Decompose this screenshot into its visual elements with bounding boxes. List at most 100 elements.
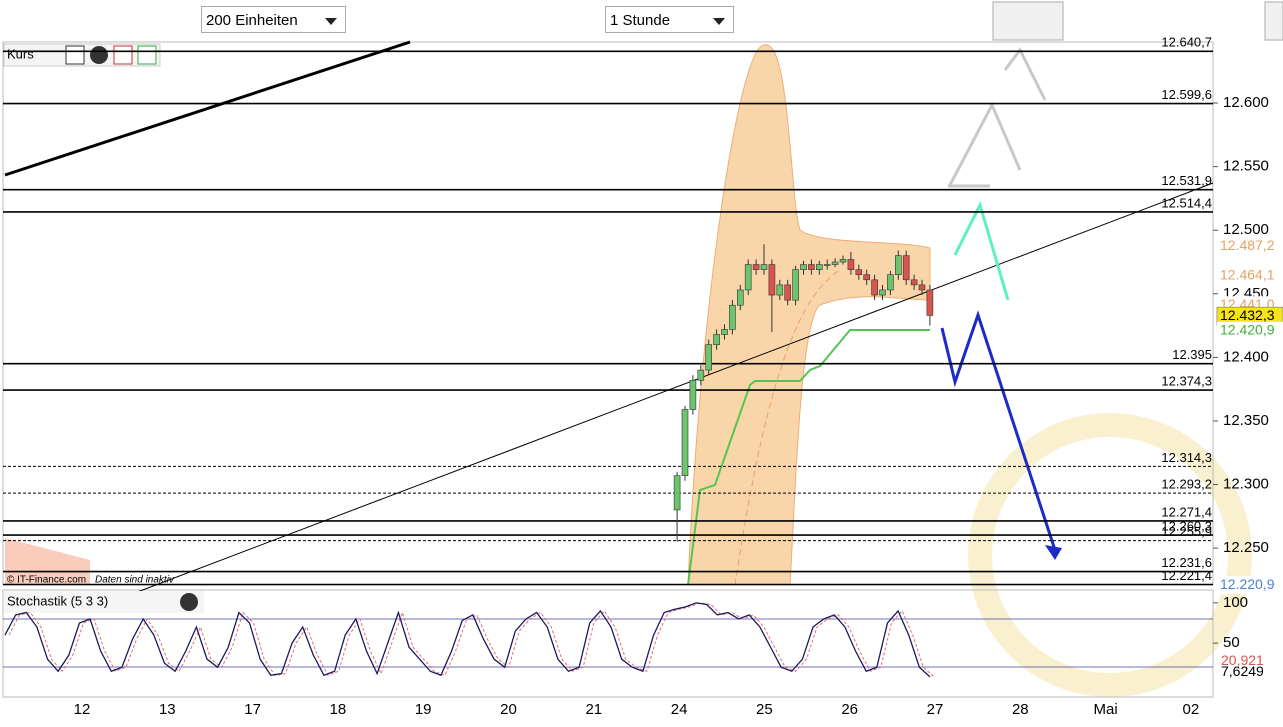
interval-dropdown[interactable]: 1 Stunde xyxy=(605,6,734,33)
watermark xyxy=(968,413,1252,697)
level-label: 12.599,6 xyxy=(1161,87,1212,102)
tool-button[interactable] xyxy=(1264,1,1283,41)
panel-title: Kurs xyxy=(7,46,34,61)
y-tick-label: 12.250 xyxy=(1223,539,1269,556)
x-tick-label: Mai xyxy=(1094,701,1118,718)
level-label: 12.374,3 xyxy=(1161,373,1212,388)
candle-body xyxy=(744,264,752,291)
icon[interactable] xyxy=(137,45,157,65)
area xyxy=(5,538,90,585)
candle-body xyxy=(721,329,728,335)
level-label: 12.231,6 xyxy=(1161,555,1212,570)
level-label: 12.640,7 xyxy=(1161,35,1212,50)
candle-body xyxy=(760,264,768,270)
level-label: 12.255,9 xyxy=(1161,524,1212,539)
candle-body xyxy=(776,284,784,296)
candle-body xyxy=(800,264,807,270)
price-tag-label: 12.464,1 xyxy=(1220,267,1275,283)
x-tick-label: 27 xyxy=(927,701,944,718)
price-tag-label: 12.420,9 xyxy=(1220,321,1275,337)
level-label: 12.514,4 xyxy=(1161,195,1212,210)
x-tick-label: 12 xyxy=(74,701,91,718)
stoch-tick-label: 50 xyxy=(1223,634,1240,651)
trailing-stop xyxy=(687,329,930,586)
candle-body xyxy=(831,261,839,265)
candle-body xyxy=(863,274,871,281)
arrow-blue xyxy=(940,310,1057,551)
x-tick-label: 24 xyxy=(671,701,688,718)
candle-body xyxy=(768,264,776,296)
candle-body xyxy=(894,255,902,276)
trend-line xyxy=(4,40,411,177)
stoch-value-label: 20,921 xyxy=(1221,652,1264,668)
x-tick-label: 26 xyxy=(841,701,858,718)
candle-body xyxy=(689,379,697,410)
arrow-teal xyxy=(953,200,1010,301)
candle-body xyxy=(887,274,894,291)
candle-body xyxy=(808,264,815,270)
price-tag xyxy=(1217,576,1283,595)
x-tick-label: 19 xyxy=(415,701,432,718)
trend-line xyxy=(89,182,1214,611)
band-mid xyxy=(734,269,841,586)
candle-body xyxy=(784,284,792,301)
candle-body xyxy=(855,269,863,276)
bollinger-band xyxy=(687,44,931,586)
candle-body xyxy=(902,255,910,281)
candle-body xyxy=(918,284,926,291)
y-tick-label: 12.400 xyxy=(1223,348,1269,365)
icon[interactable] xyxy=(65,45,85,65)
candle-body xyxy=(879,289,886,296)
stoch-tick-label: 100 xyxy=(1223,594,1248,611)
candle-body xyxy=(736,289,744,306)
y-tick-label: 12.600 xyxy=(1223,94,1269,111)
x-tick-label: 02 xyxy=(1183,701,1200,718)
candle-body xyxy=(792,269,799,301)
level-label: 12.271,4 xyxy=(1161,504,1212,519)
stoch-line xyxy=(4,602,931,678)
x-tick-label: 21 xyxy=(585,701,602,718)
candle-body xyxy=(729,304,736,330)
price-tag-label: 12.432,3 xyxy=(1220,307,1275,323)
copyright: © IT-Finance.com xyxy=(7,575,86,586)
price-tag-label: 12.220,9 xyxy=(1220,576,1275,592)
candle-body xyxy=(815,264,823,270)
candle-body xyxy=(752,264,760,270)
y-tick-label: 12.500 xyxy=(1223,221,1269,238)
candle-body xyxy=(673,475,681,511)
panel-header xyxy=(4,591,204,613)
stoch-value-label: 7,6249 xyxy=(1221,663,1264,679)
arrow-grey xyxy=(948,101,1022,186)
tool-button[interactable] xyxy=(992,1,1064,41)
price-tag xyxy=(1217,321,1283,340)
stoch-signal xyxy=(8,602,935,678)
icon[interactable] xyxy=(113,45,133,65)
price-tag xyxy=(1217,237,1283,256)
x-tick-label: 18 xyxy=(330,701,347,718)
notice: Daten sind inaktiv xyxy=(95,575,175,586)
candle-body xyxy=(926,289,934,316)
x-tick-label: 17 xyxy=(244,701,261,718)
icon[interactable] xyxy=(180,593,198,611)
y-tick-label: 12.550 xyxy=(1223,158,1269,175)
arrow-head xyxy=(1045,545,1062,560)
candle-body xyxy=(697,369,705,381)
x-tick-label: 13 xyxy=(159,701,176,718)
icon[interactable] xyxy=(90,46,108,64)
level-label: 12.314,3 xyxy=(1161,450,1212,465)
candle-body xyxy=(705,344,713,371)
candle-body xyxy=(847,259,855,270)
price-tag xyxy=(1217,266,1283,285)
candle-body xyxy=(681,409,689,476)
price-tag-label: 12.487,2 xyxy=(1220,237,1275,253)
units-dropdown[interactable]: 200 Einheiten xyxy=(201,6,346,33)
y-tick-label: 12.350 xyxy=(1223,412,1269,429)
arrow-grey xyxy=(1003,47,1047,101)
x-tick-label: 25 xyxy=(756,701,773,718)
candle-body xyxy=(713,334,720,345)
level-label: 12.260,3 xyxy=(1161,518,1212,533)
x-tick-label: 20 xyxy=(500,701,517,718)
x-tick-label: 28 xyxy=(1012,701,1029,718)
